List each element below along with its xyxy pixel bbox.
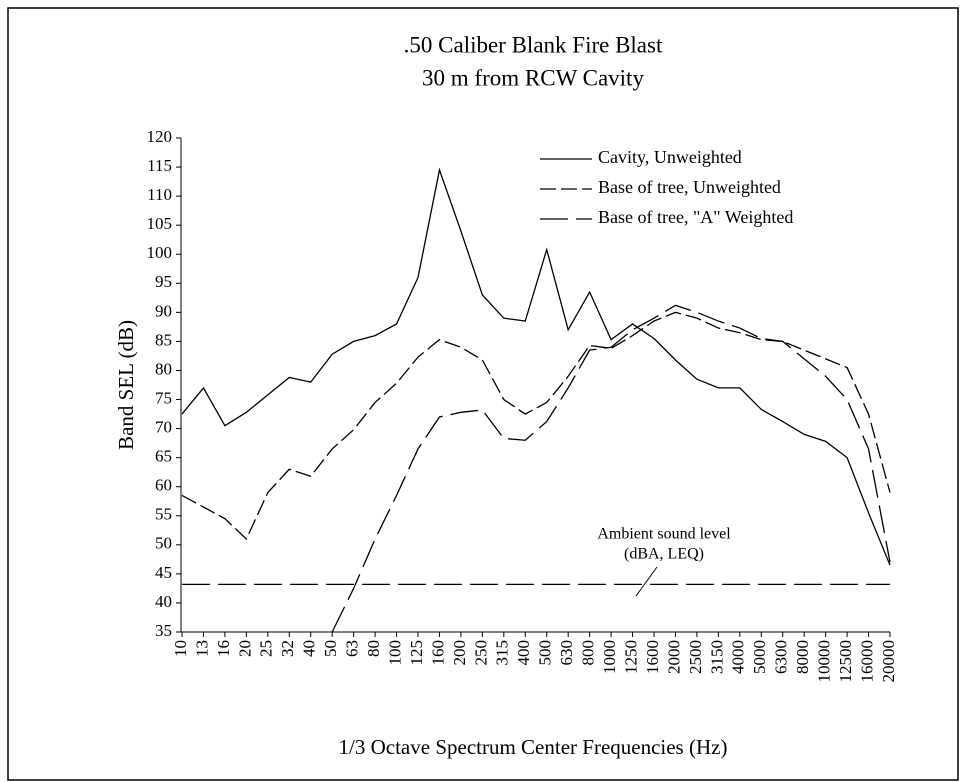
x-tick-label: 1000 [600, 640, 619, 674]
y-tick-label: 95 [155, 272, 172, 291]
annotation-leader [635, 566, 658, 597]
y-tick-label: 80 [155, 359, 172, 378]
x-tick-label: 2000 [664, 640, 683, 674]
series-line [181, 311, 891, 541]
x-tick-label: 20 [235, 640, 254, 657]
x-tick-label: 40 [300, 640, 319, 657]
x-tick-label: 10000 [815, 640, 834, 683]
y-tick-label: 85 [155, 330, 172, 349]
chart-title: .50 Caliber Blank Fire Blast [404, 32, 663, 57]
x-tick-label: 8000 [793, 640, 812, 674]
y-tick-label: 55 [155, 505, 172, 524]
y-tick-label: 110 [147, 185, 172, 204]
x-tick-label: 200 [450, 640, 469, 666]
y-tick-label: 45 [155, 563, 172, 582]
x-tick-label: 5000 [750, 640, 769, 674]
x-tick-label: 6300 [772, 640, 791, 674]
x-tick-label: 16000 [857, 640, 876, 683]
series-line [181, 167, 891, 566]
y-tick-label: 75 [155, 388, 172, 407]
x-tick-label: 800 [579, 640, 598, 666]
x-tick-label: 3150 [707, 640, 726, 674]
x-tick-label: 80 [364, 640, 383, 657]
x-tick-label: 25 [257, 640, 276, 657]
x-tick-label: 315 [493, 640, 512, 666]
x-tick-label: 4000 [729, 640, 748, 674]
x-tick-label: 10 [171, 640, 190, 657]
y-tick-label: 65 [155, 447, 172, 466]
x-tick-label: 400 [514, 640, 533, 666]
x-tick-label: 1250 [621, 640, 640, 674]
chart-title: 30 m from RCW Cavity [422, 65, 644, 90]
y-tick-label: 60 [155, 476, 172, 495]
x-tick-label: 63 [343, 640, 362, 657]
x-tick-label: 16 [214, 640, 233, 657]
y-tick-label: 40 [155, 592, 172, 611]
y-tick-label: 100 [147, 243, 173, 262]
x-tick-label: 12500 [836, 640, 855, 683]
x-tick-label: 50 [321, 640, 340, 657]
y-tick-label: 50 [155, 534, 172, 553]
y-tick-label: 35 [155, 621, 172, 640]
x-tick-label: 1600 [643, 640, 662, 674]
series-line [331, 304, 891, 633]
y-tick-label: 105 [147, 214, 173, 233]
x-tick-label: 500 [536, 640, 555, 666]
x-tick-label: 250 [471, 640, 490, 666]
x-tick-label: 2500 [686, 640, 705, 674]
x-axis-label: 1/3 Octave Spectrum Center Frequencies (… [339, 735, 728, 759]
x-tick-label: 630 [557, 640, 576, 666]
y-axis-label: Band SEL (dB) [114, 320, 138, 450]
annotation: Ambient sound level [597, 526, 731, 543]
y-tick-label: 90 [155, 301, 172, 320]
x-tick-label: 20000 [879, 640, 898, 683]
x-tick-label: 32 [278, 640, 297, 657]
annotation: (dBA, LEQ) [624, 546, 704, 563]
legend-label: Cavity, Unweighted [598, 147, 742, 167]
legend-label: Base of tree, Unweighted [598, 177, 781, 197]
y-tick-label: 70 [155, 417, 172, 436]
frame [7, 7, 959, 781]
x-tick-label: 13 [192, 640, 211, 657]
x-tick-label: 125 [407, 640, 426, 666]
y-tick-label: 120 [147, 127, 173, 146]
x-tick-label: 160 [428, 640, 447, 666]
x-tick-label: 100 [385, 640, 404, 666]
legend-label: Base of tree, "A" Weighted [598, 207, 793, 227]
y-tick-label: 115 [147, 156, 172, 175]
